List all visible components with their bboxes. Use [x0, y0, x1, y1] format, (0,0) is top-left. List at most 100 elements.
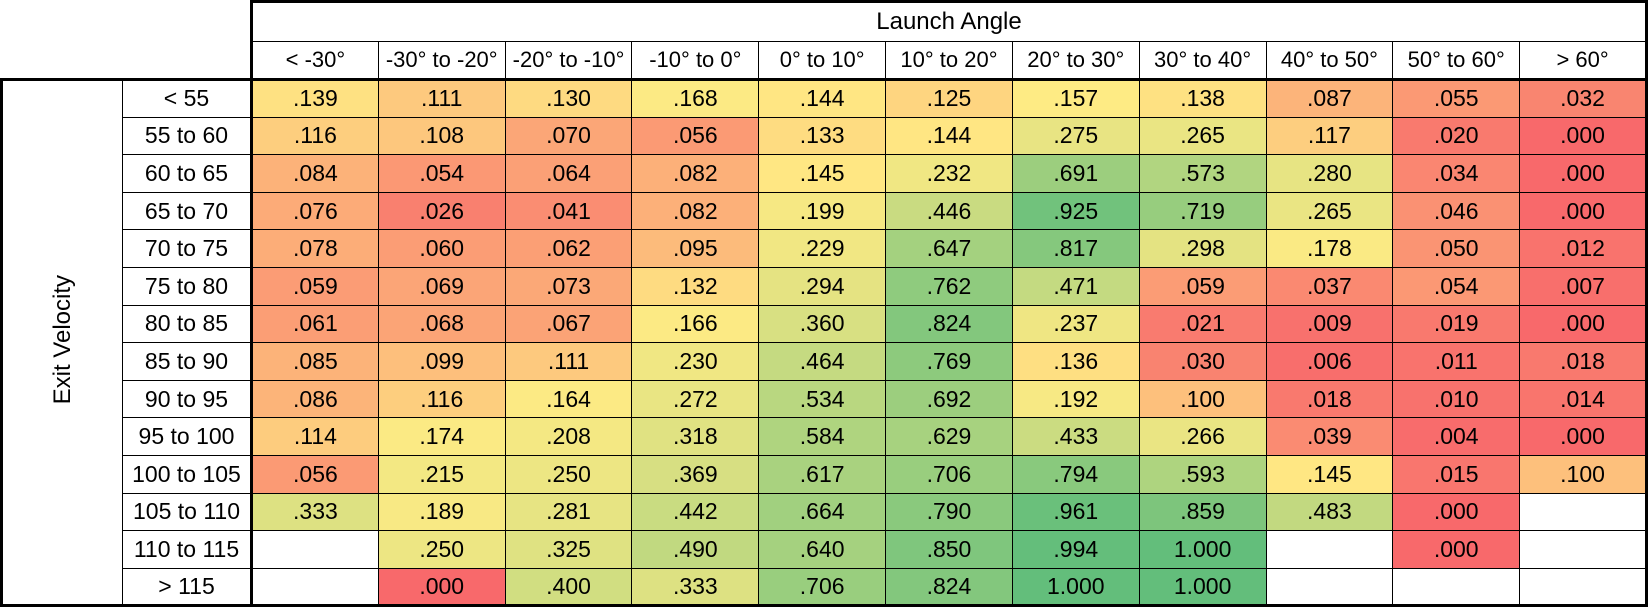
heatmap-cell: 1.000 [1138, 530, 1267, 569]
heatmap-cell: .100 [1519, 454, 1648, 494]
y-axis-label: Exit Velocity [0, 77, 123, 608]
heatmap-cell: .086 [250, 379, 379, 419]
row-header: 100 to 105 [122, 454, 252, 494]
heatmap-cell: .082 [631, 191, 760, 231]
heatmap-cell: .084 [250, 154, 379, 193]
table-row: 105 to 110.333.189.281.442.664.790.961.8… [2, 492, 1648, 532]
heatmap-cell: .073 [504, 266, 633, 306]
heatmap-cell: .138 [1138, 78, 1267, 118]
row-header: 85 to 90 [122, 342, 252, 381]
heatmap-cell: .133 [758, 116, 887, 156]
heatmap-cell: .850 [885, 530, 1013, 569]
heatmap-cell: .189 [377, 492, 506, 532]
heatmap-cell: .082 [631, 154, 760, 193]
heatmap-cell: .061 [250, 304, 379, 344]
heatmap-cell: .824 [885, 567, 1013, 608]
heatmap-cell: .790 [885, 492, 1013, 532]
heatmap-cell: .294 [758, 266, 887, 306]
heatmap-cell: .067 [504, 304, 633, 344]
heatmap-cell: .199 [758, 191, 887, 231]
heatmap-cell: .534 [758, 379, 887, 419]
table-row: 110 to 115 .250.325.490.640.850.994 1.000.… [2, 530, 1648, 569]
heatmap-cell: .144 [885, 116, 1013, 156]
heatmap-cell: .009 [1265, 304, 1394, 344]
column-header: 10° to 20° [885, 41, 1013, 81]
heatmap-cell: .706 [758, 567, 887, 608]
table-row: 80 to 85.061.068.067.166.360.824.237.021… [2, 304, 1648, 344]
heatmap-cell: .593 [1138, 454, 1267, 494]
heatmap-cell: .281 [504, 492, 633, 532]
heatmap-cell: .055 [1392, 78, 1521, 118]
heatmap-cell: .483 [1265, 492, 1394, 532]
heatmap-cell: .054 [377, 154, 506, 193]
heatmap-cell: .136 [1011, 342, 1140, 381]
heatmap-cell: .192 [1011, 379, 1140, 419]
heatmap-cell: .471 [1011, 266, 1140, 306]
heatmap-cell: .004 [1392, 417, 1521, 456]
heatmap-cell: .178 [1265, 229, 1394, 268]
table-row: 65 to 70.076.026.041.082.199.446.925.719… [2, 191, 1648, 231]
heatmap-cell: .076 [250, 191, 379, 231]
heatmap-cell: .360 [758, 304, 887, 344]
heatmap-cell: .275 [1011, 116, 1140, 156]
corner-blank [1, 41, 252, 80]
heatmap-cell: .145 [1265, 454, 1394, 494]
column-header: -20° to -10° [504, 41, 633, 81]
heatmap-cell: 1.000 [1011, 567, 1140, 608]
heatmap-cell: .108 [377, 116, 506, 156]
heatmap-cell: .100 [1138, 379, 1267, 419]
heatmap-cell: .266 [1138, 417, 1267, 456]
row-header: 65 to 70 [122, 191, 252, 231]
heatmap-cell: .070 [504, 116, 633, 156]
table-row: Exit Velocity < 55.139.111.130.168.144.12… [0, 77, 1648, 608]
table-row: 85 to 90.085.099.111.230.464.769.136.030… [2, 342, 1648, 381]
heatmap-cell [250, 530, 379, 569]
heatmap-cell: .265 [1265, 191, 1394, 231]
column-header: 0° to 10° [758, 41, 887, 81]
heatmap-cell: .859 [1138, 492, 1267, 532]
heatmap-cell: .132 [631, 266, 760, 306]
heatmap-cell: .769 [885, 342, 1013, 381]
heatmap-cell: .629 [885, 417, 1013, 456]
heatmap-cell: .157 [1011, 78, 1140, 118]
row-header: 95 to 100 [122, 417, 252, 456]
table-row: 90 to 95.086.116.164.272.534.692.192.100… [2, 379, 1648, 419]
heatmap-cell: .018 [1519, 342, 1648, 381]
row-header: 110 to 115 [122, 530, 252, 569]
heatmap-cell: .994 [1011, 530, 1140, 569]
heatmap-cell: .265 [1138, 116, 1267, 156]
x-axis-label: Launch Angle [250, 0, 1648, 42]
heatmap-cell: .012 [1519, 229, 1648, 268]
heatmap-cell: .166 [631, 304, 760, 344]
heatmap-cell: .010 [1392, 379, 1521, 419]
heatmap-cell: .059 [1138, 266, 1267, 306]
table-row: 70 to 75.078.060.062.095.229.647.817.298… [2, 229, 1648, 268]
heatmap-cell: .250 [504, 454, 633, 494]
heatmap-cell: .111 [504, 342, 633, 381]
heatmap-cell: .116 [250, 116, 379, 156]
heatmap-cell: .020 [1392, 116, 1521, 156]
heatmap-cell: .237 [1011, 304, 1140, 344]
heatmap-cell: .034 [1392, 154, 1521, 193]
heatmap-cell: .230 [631, 342, 760, 381]
heatmap-cell: .664 [758, 492, 887, 532]
heatmap-cell: .000 [1392, 492, 1521, 532]
heatmap-cell: .762 [885, 266, 1013, 306]
heatmap-cell: .961 [1011, 492, 1140, 532]
table-row: 75 to 80.059.069.073.132.294.762.471.059… [2, 266, 1648, 306]
heatmap-cell: .174 [377, 417, 506, 456]
heatmap-cell [1265, 567, 1394, 608]
heatmap-cell: .573 [1138, 154, 1267, 193]
table-row: 55 to 60.116.108.070.056.133.144.275.265… [2, 116, 1648, 156]
table-row: 95 to 100.114.174.208.318.584.629.433.26… [2, 417, 1648, 456]
heatmap-cell: .056 [250, 454, 379, 494]
heatmap-cell: .250 [377, 530, 506, 569]
heatmap-cell: .114 [250, 417, 379, 456]
corner-blank [1, 1, 252, 42]
heatmap-cell: .000 [1519, 154, 1648, 193]
heatmap-cell: .006 [1265, 342, 1394, 381]
heatmap-cell: .139 [250, 78, 379, 118]
heatmap-cell: .318 [631, 417, 760, 456]
heatmap-cell: .085 [250, 342, 379, 381]
